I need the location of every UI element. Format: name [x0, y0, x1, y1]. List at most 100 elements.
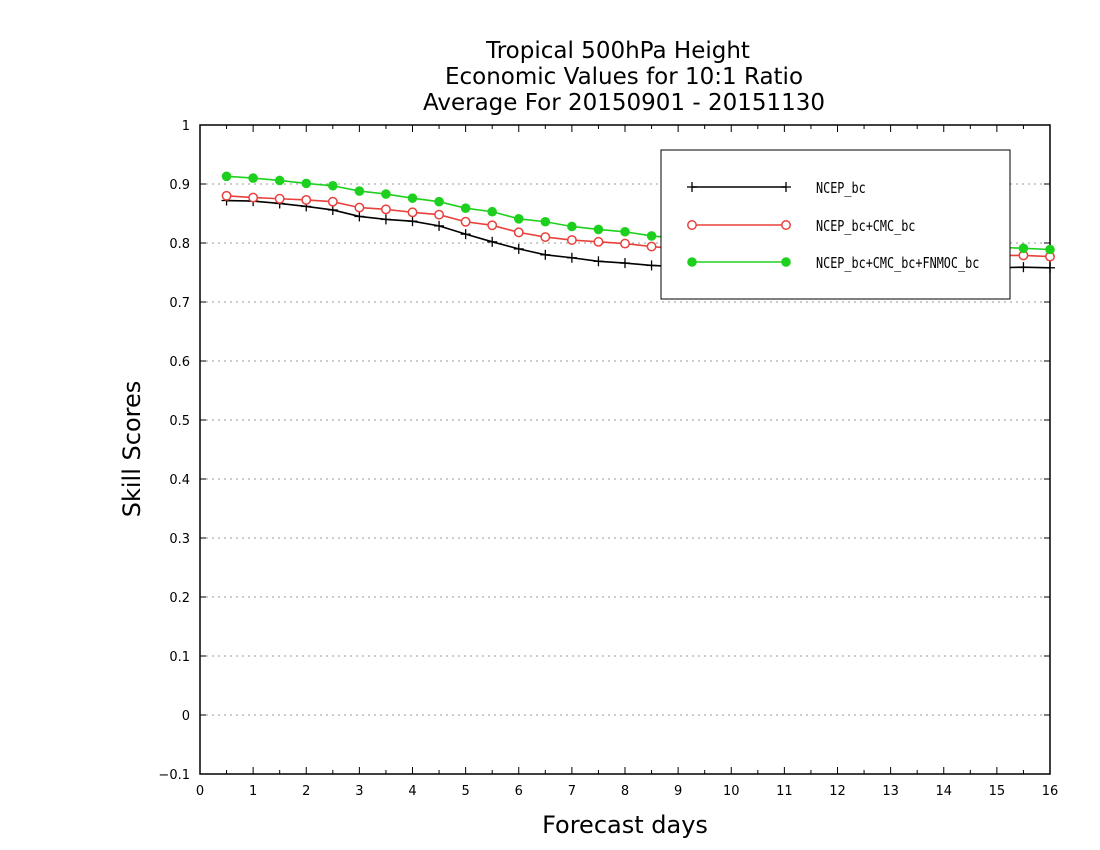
data-point — [620, 238, 630, 249]
legend-marker — [781, 220, 791, 230]
y-tick-label: 0.6 — [169, 355, 190, 370]
data-point — [1018, 243, 1029, 254]
data-point — [407, 193, 418, 203]
data-point — [540, 249, 551, 260]
x-tick-label: 8 — [621, 784, 629, 799]
data-point — [354, 186, 365, 196]
chart-title: Tropical 500hPa Height Economic Values f… — [423, 38, 825, 116]
data-point — [593, 224, 604, 235]
x-tick-label: 13 — [882, 784, 899, 799]
legend-label: NCEP_bc — [816, 179, 866, 197]
x-tick-label: 5 — [461, 784, 469, 799]
y-tick-label: 0.9 — [169, 178, 190, 193]
y-axis-title: Skill Scores — [118, 381, 146, 518]
x-tick-label: 12 — [829, 784, 846, 799]
x-tick-label: 15 — [989, 784, 1006, 799]
data-point — [248, 173, 258, 183]
y-tick-label: 0.8 — [169, 237, 190, 252]
data-point — [513, 227, 524, 238]
data-point — [646, 241, 657, 252]
data-point — [407, 207, 418, 218]
x-axis-title: Forecast days — [542, 811, 708, 839]
axis-ticks: −0.100.10.20.30.40.50.60.70.80.910 1 2 3 4 5 6… — [158, 119, 1058, 799]
data-point — [354, 211, 365, 222]
x-tick-label: 9 — [674, 784, 682, 799]
legend-label: NCEP_bc+CMC_bc — [816, 217, 915, 235]
data-point — [301, 178, 312, 189]
legend: NCEP_bc NCEP_bc+CMC_bc NCEP_bc+CMC_bc+FNMO… — [660, 149, 1011, 300]
title-line-2: Economic Values for 10:1 Ratio — [445, 64, 803, 90]
y-tick-label: 0.2 — [169, 591, 190, 606]
data-point — [513, 214, 524, 224]
data-point — [274, 175, 285, 186]
data-point — [540, 216, 551, 227]
x-tick-label: 3 — [355, 784, 363, 799]
data-point — [1045, 262, 1055, 273]
data-point — [593, 256, 604, 267]
data-point — [620, 226, 630, 237]
y-tick-label: 1 — [182, 119, 190, 134]
data-point — [221, 171, 232, 182]
data-point — [434, 196, 444, 207]
data-point — [380, 214, 391, 225]
x-tick-label: 11 — [776, 784, 793, 799]
data-point — [487, 236, 498, 247]
data-point — [487, 220, 498, 231]
data-point — [434, 220, 445, 231]
data-point — [487, 206, 497, 217]
data-point — [434, 209, 445, 220]
data-point — [354, 202, 365, 213]
x-tick-label: 10 — [723, 784, 740, 799]
title-line-1: Tropical 500hPa Height — [485, 38, 750, 64]
data-point — [566, 235, 577, 246]
data-point — [460, 203, 471, 213]
y-tick-label: −0.1 — [158, 768, 190, 783]
data-point — [380, 204, 391, 215]
y-tick-label: 0.1 — [169, 650, 190, 665]
data-point — [1018, 262, 1029, 273]
data-point — [1045, 244, 1055, 255]
data-point — [540, 232, 551, 243]
x-tick-label: 4 — [408, 784, 416, 799]
data-point — [513, 243, 524, 254]
data-point — [221, 190, 232, 201]
x-tick-label: 0 — [196, 784, 204, 799]
legend-entry: NCEP_bc+CMC_bc+FNMOC_bc — [687, 254, 979, 272]
y-tick-label: 0 — [182, 709, 190, 724]
x-tick-label: 16 — [1042, 784, 1059, 799]
data-point — [407, 216, 418, 227]
title-line-3: Average For 20150901 - 20151130 — [423, 90, 825, 116]
x-tick-label: 14 — [935, 784, 952, 799]
legend-entry: NCEP_bc+CMC_bc — [687, 217, 915, 235]
data-point — [327, 196, 338, 207]
y-tick-label: 0.7 — [169, 296, 190, 311]
y-tick-label: 0.3 — [169, 532, 190, 547]
x-tick-label: 1 — [249, 784, 257, 799]
x-tick-label: 2 — [302, 784, 310, 799]
data-point — [646, 231, 657, 241]
data-point — [301, 194, 312, 205]
data-point — [460, 216, 471, 227]
legend-marker — [781, 182, 791, 192]
data-point — [566, 252, 577, 263]
legend-marker — [781, 257, 791, 267]
legend-marker — [687, 220, 697, 230]
data-point — [593, 236, 604, 247]
data-point — [567, 221, 577, 232]
data-point — [460, 229, 471, 240]
data-point — [381, 189, 391, 199]
y-tick-label: 0.5 — [169, 414, 190, 429]
x-tick-label: 6 — [515, 784, 523, 799]
data-point — [620, 258, 630, 269]
y-tick-label: 0.4 — [169, 473, 190, 488]
x-tick-label: 7 — [568, 784, 576, 799]
legend-marker — [687, 257, 697, 267]
data-point — [274, 193, 285, 204]
data-point — [328, 180, 338, 191]
legend-entry: NCEP_bc — [687, 179, 866, 197]
data-point — [646, 260, 657, 271]
legend-marker — [687, 182, 697, 192]
legend-label: NCEP_bc+CMC_bc+FNMOC_bc — [816, 254, 979, 272]
data-point — [248, 192, 259, 203]
